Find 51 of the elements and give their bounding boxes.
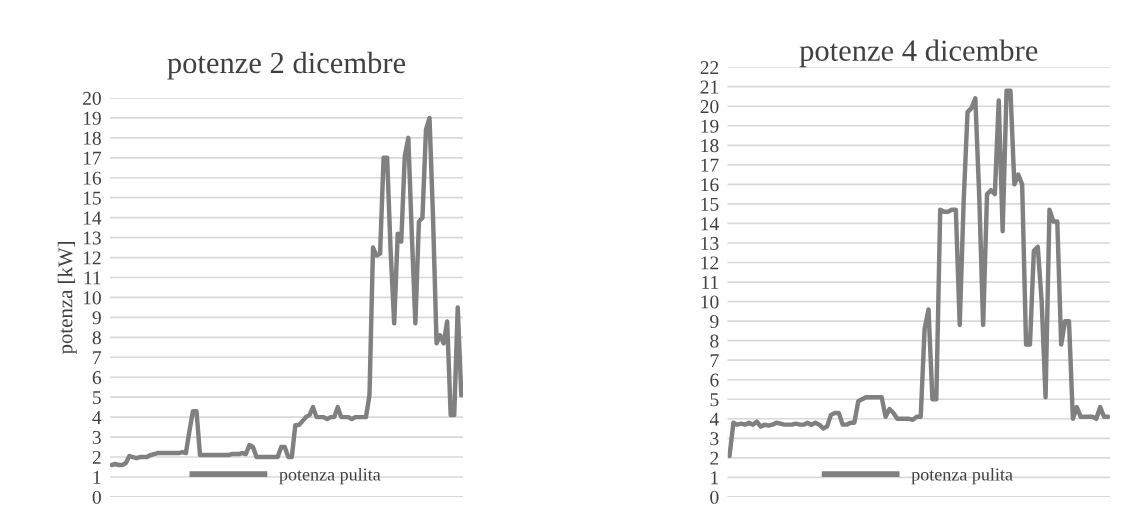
y-tick-label: 18 [83, 131, 101, 145]
y-tick-label: 3 [710, 432, 719, 446]
y-tick-label: 17 [83, 151, 102, 165]
y-tick-label: 9 [710, 314, 719, 329]
legend-label: potenza pulita [279, 467, 381, 485]
y-tick-label: 10 [701, 295, 719, 309]
y-axis-title: potenza [kW] [57, 242, 77, 355]
y-tick-label: 5 [710, 393, 719, 407]
y-tick-label: 12 [83, 251, 101, 265]
y-tick-label: 8 [92, 331, 101, 345]
y-tick-label: 5 [93, 391, 101, 405]
y-tick-label: 14 [83, 211, 102, 225]
y-tick-label: 7 [93, 351, 102, 365]
y-tick-label: 12 [701, 256, 719, 270]
y-tick-label: 16 [701, 178, 719, 192]
y-tick-label: 13 [701, 236, 719, 250]
y-tick-label: 1 [93, 470, 101, 484]
y-tick-label: 21 [700, 80, 719, 94]
y-tick-label: 11 [702, 275, 719, 289]
y-tick-label: 18 [701, 139, 719, 153]
line-series [109, 115, 464, 468]
y-tick-label: 8 [710, 334, 719, 348]
y-tick-label: 0 [710, 490, 719, 504]
y-tick-label: 4 [709, 412, 719, 426]
chart-title: potenze 4 dicembre [799, 39, 1038, 68]
y-tick-label: 19 [83, 111, 101, 125]
y-tick-label: 7 [710, 354, 719, 367]
y-tick-label: 1 [711, 471, 719, 485]
y-tick-label: 19 [701, 119, 719, 133]
y-tick-label: 2 [92, 450, 101, 464]
y-tick-label: 15 [83, 191, 101, 205]
y-tick-label: 6 [92, 371, 102, 385]
y-tick-label: 13 [83, 231, 101, 245]
y-tick-label: 20 [700, 100, 719, 114]
y-tick-label: 9 [92, 311, 101, 325]
y-tick-label: 2 [710, 451, 719, 465]
y-tick-label: 10 [83, 291, 101, 305]
y-tick-label: 15 [701, 197, 719, 211]
chart-title: potenze 2 dicembre [167, 51, 406, 80]
y-tick-label: 17 [701, 158, 719, 172]
y-tick-label: 20 [83, 91, 101, 105]
y-tick-label: 11 [84, 271, 101, 285]
y-tick-label: 0 [92, 490, 101, 504]
y-tick-label: 14 [701, 217, 719, 231]
y-tick-label: 16 [83, 171, 102, 185]
line-series [727, 88, 1110, 459]
y-tick-label: 4 [92, 411, 102, 424]
y-tick-label: 22 [700, 61, 719, 74]
legend-label: potenza pulita [911, 467, 1013, 485]
y-tick-label: 3 [92, 430, 101, 445]
y-tick-label: 6 [710, 373, 719, 387]
